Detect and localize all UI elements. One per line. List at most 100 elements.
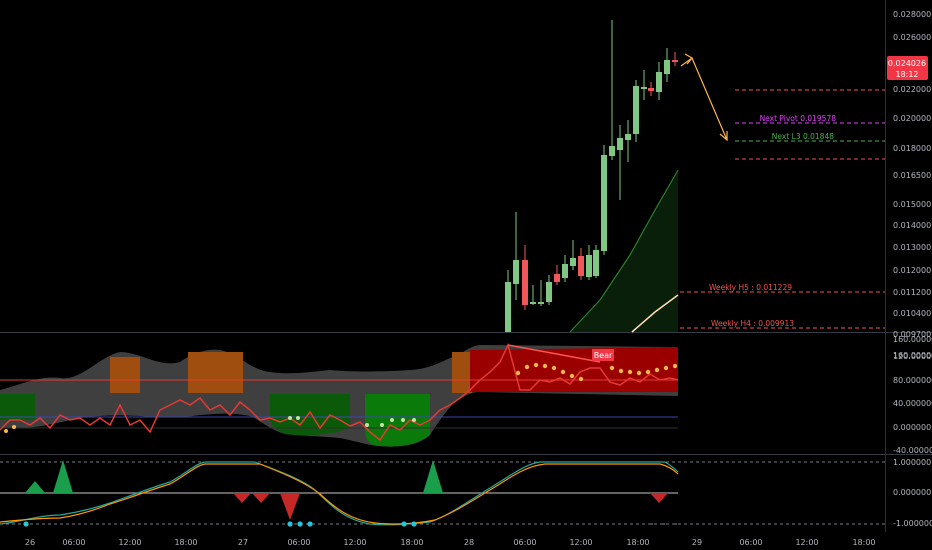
candle-bull[interactable] — [625, 134, 631, 140]
dot — [609, 365, 615, 371]
dot — [578, 376, 584, 382]
time-tick: 06:00 — [62, 538, 85, 547]
candle-bull[interactable] — [530, 302, 536, 304]
osc-tick: 160.000000 — [893, 351, 932, 360]
candle-bull[interactable] — [617, 138, 623, 150]
candle-bull[interactable] — [513, 260, 519, 284]
candle-bear[interactable] — [578, 256, 584, 276]
osc-tick: 80.000000 — [893, 376, 932, 385]
oscillator-axis[interactable]: 160.000000 120.000000 80.000000 40.00000… — [893, 335, 932, 455]
osc-tick: 160.000000 — [893, 335, 932, 344]
candle-bull[interactable] — [546, 282, 552, 302]
candle-bull[interactable] — [664, 60, 670, 74]
ma-line-green — [569, 169, 679, 333]
zone-orange — [188, 352, 243, 393]
candle-bull[interactable] — [586, 255, 592, 277]
price-axis[interactable]: 0.028000 0.026000 0.022000 0.020000 0.01… — [887, 10, 932, 360]
dot — [412, 418, 416, 422]
arrowhead-top — [684, 53, 693, 65]
dot — [663, 365, 669, 371]
dot — [627, 369, 633, 375]
candle-bull[interactable] — [538, 302, 544, 304]
dot — [4, 429, 8, 433]
cyan-dot — [23, 521, 29, 527]
price-tick: 0.028000 — [893, 10, 931, 19]
time-tick: 12:00 — [795, 538, 818, 547]
label-next-pivot: Next Pivot 0.019578 — [760, 114, 837, 123]
zone-green — [0, 394, 35, 420]
arrowhead-bottom — [719, 131, 728, 142]
dot — [560, 369, 566, 375]
candle-countdown: 18:12 — [895, 70, 918, 79]
candle-bull[interactable] — [562, 264, 568, 278]
price-tick: 0.010400 — [893, 309, 931, 318]
time-tick: 12:00 — [569, 538, 592, 547]
bear-label: Bear — [594, 351, 613, 360]
divergence-line — [507, 344, 601, 363]
cyan-dot — [411, 521, 417, 527]
projection-arrow[interactable] — [680, 57, 728, 141]
candle-bull[interactable] — [609, 146, 615, 156]
zone-red — [470, 347, 678, 392]
green-triangle — [423, 460, 443, 493]
small-dot — [651, 523, 653, 525]
time-tick: 18:00 — [852, 538, 875, 547]
time-tick: 27 — [238, 538, 248, 547]
time-tick: 26 — [25, 538, 35, 547]
candle-bull[interactable] — [641, 87, 647, 89]
candle-bear[interactable] — [672, 60, 678, 62]
dot — [12, 425, 16, 429]
time-tick: 29 — [692, 538, 702, 547]
candle-bull[interactable] — [505, 282, 511, 332]
price-tick: 0.015000 — [893, 200, 931, 209]
candle-bull[interactable] — [601, 155, 607, 251]
zone-green — [270, 394, 350, 436]
oscillator-line — [0, 342, 679, 442]
dot — [288, 416, 292, 420]
candle-bull[interactable] — [570, 258, 576, 266]
dot — [524, 364, 530, 370]
price-tick: 0.018000 — [893, 144, 931, 153]
time-tick: 06:00 — [739, 538, 762, 547]
current-price-tag[interactable] — [887, 56, 928, 80]
time-tick: 06:00 — [287, 538, 310, 547]
price-pane[interactable]: Next Pivot 0.019578 Next L3 0.01848 Week… — [505, 20, 885, 333]
bottom-pane[interactable] — [0, 460, 885, 527]
price-tick: 0.011200 — [893, 288, 931, 297]
candle-bull[interactable] — [633, 86, 639, 134]
small-dot — [675, 523, 677, 525]
price-tick: 0.026000 — [893, 33, 931, 42]
bottom-tick: -1.000000 — [893, 519, 932, 528]
ma-line-cream — [631, 294, 679, 333]
time-tick: 18:00 — [174, 538, 197, 547]
candle-bear[interactable] — [648, 88, 654, 91]
osc-tick: 40.000000 — [893, 399, 932, 408]
candle-bull[interactable] — [593, 250, 599, 276]
dot — [645, 369, 651, 375]
candle-bear[interactable] — [554, 274, 560, 282]
time-axis[interactable]: 26 06:00 12:00 18:00 27 06:00 12:00 18:0… — [25, 538, 876, 547]
dot — [569, 373, 575, 379]
osc-tick: -40.000000 — [893, 446, 932, 455]
red-triangle — [252, 493, 270, 503]
candle-bull[interactable] — [656, 72, 662, 92]
time-tick: 12:00 — [118, 538, 141, 547]
price-tick: 0.012000 — [893, 266, 931, 275]
oscillator-pane[interactable]: Bear — [0, 342, 679, 447]
price-tick: 0.014000 — [893, 221, 931, 230]
candlesticks[interactable] — [505, 20, 678, 332]
price-tick: 0.009700 — [893, 330, 931, 339]
time-tick: 06:00 — [513, 538, 536, 547]
label-next-l3: Next L3 0.01848 — [772, 132, 834, 141]
dot — [515, 370, 521, 376]
time-tick: 12:00 — [343, 538, 366, 547]
label-weekly-h5: Weekly H5 : 0.011229 — [709, 283, 792, 292]
bear-label-box[interactable] — [592, 349, 614, 361]
candle-bear[interactable] — [522, 260, 528, 305]
bottom-axis[interactable]: 1.000000 0.000000 -1.000000 — [893, 458, 932, 528]
bottom-tick: 0.000000 — [893, 488, 931, 497]
arrow-drawing[interactable] — [680, 53, 728, 142]
dot — [551, 365, 557, 371]
cyan-dot — [287, 521, 293, 527]
